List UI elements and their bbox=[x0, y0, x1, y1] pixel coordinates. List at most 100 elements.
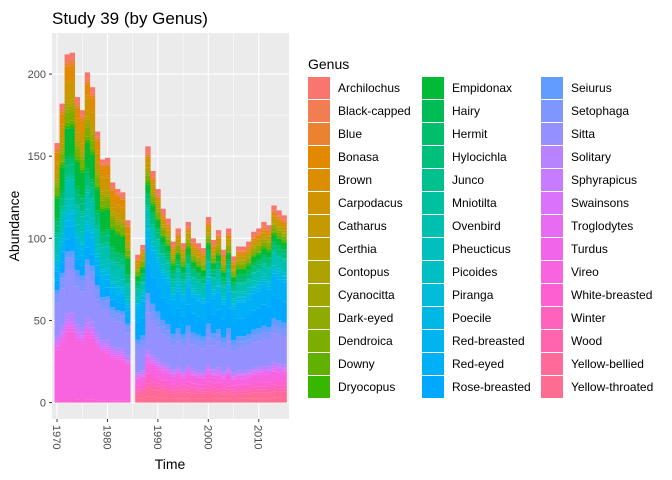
layer-hermit-1999 bbox=[200, 277, 207, 280]
layer-empidonax-1999 bbox=[200, 270, 207, 277]
layer-brown-1982 bbox=[115, 204, 121, 207]
layer-dryocopus-1995 bbox=[180, 265, 186, 267]
layer-sitta-2009 bbox=[251, 342, 257, 368]
layer-seiurus-1984 bbox=[125, 323, 131, 327]
layer-sphyrapicus-1995 bbox=[180, 372, 186, 374]
layer-solitary-1973 bbox=[69, 312, 75, 319]
layer-troglodytes-1998 bbox=[195, 375, 202, 377]
layer-sphyrapicus-1976 bbox=[84, 323, 91, 327]
layer-solitary-2005 bbox=[231, 372, 237, 376]
layer-mniotilta-1982 bbox=[115, 264, 121, 267]
layer-sphyrapicus-2003 bbox=[220, 373, 227, 376]
layer-picoides-1998 bbox=[195, 291, 202, 295]
layer-contopus-2006 bbox=[236, 260, 242, 262]
layer-red-eyed-1988 bbox=[145, 238, 151, 264]
layer-yellow-throated-1993 bbox=[170, 398, 176, 403]
layer-junco-1986 bbox=[135, 288, 141, 290]
layer-brown-1992 bbox=[165, 227, 171, 230]
layer-wood-2006 bbox=[236, 391, 242, 394]
layer-blue-2005 bbox=[231, 261, 237, 263]
layer-rose-breasted-2000 bbox=[205, 302, 212, 324]
layer-bonasa-2007 bbox=[241, 252, 247, 255]
layer-turdus-2012 bbox=[266, 373, 272, 375]
layer-dryocopus-2010 bbox=[256, 252, 262, 255]
layer-rose-breasted-1977 bbox=[89, 254, 96, 266]
layer-empidonax-1980 bbox=[104, 209, 111, 230]
layer-dryocopus-1978 bbox=[94, 186, 101, 190]
layer-dark-eyed-1995 bbox=[180, 260, 186, 262]
layer-archilochus-2008 bbox=[246, 241, 252, 246]
layer-dark-eyed-2012 bbox=[266, 244, 272, 246]
layer-red-breasted-2004 bbox=[225, 288, 232, 292]
layer-swainsons-2007 bbox=[241, 374, 247, 376]
layer-vireo-1981 bbox=[109, 357, 116, 401]
layer-hylocichla-1976 bbox=[84, 177, 91, 187]
layer-black-capped-1993 bbox=[170, 245, 176, 247]
layer-certhia-1995 bbox=[180, 256, 186, 258]
layer-piranga-2009 bbox=[251, 286, 257, 288]
layer-solitary-1984 bbox=[125, 355, 131, 360]
legend-key-bonasa bbox=[308, 146, 330, 168]
layer-hermit-1979 bbox=[99, 232, 106, 237]
layer-empidonax-1991 bbox=[160, 237, 166, 244]
layer-red-eyed-1972 bbox=[64, 226, 70, 240]
layer-contopus-2011 bbox=[261, 238, 267, 240]
layer-hairy-2004 bbox=[225, 259, 232, 262]
layer-junco-1972 bbox=[64, 174, 70, 178]
layer-catharus-1979 bbox=[99, 187, 106, 192]
layer-yellow-bellied-1995 bbox=[180, 393, 186, 399]
layer-archilochus-1978 bbox=[94, 131, 101, 137]
legend-key-red-breasted bbox=[422, 330, 444, 352]
layer-dryocopus-1972 bbox=[64, 125, 70, 129]
layer-hermit-1991 bbox=[160, 245, 166, 249]
layer-mniotilta-1996 bbox=[185, 264, 191, 267]
layer-poecile-1982 bbox=[115, 287, 121, 292]
layer-poecile-2007 bbox=[241, 297, 247, 301]
layer-red-breasted-1970 bbox=[54, 267, 60, 272]
layer-junco-1982 bbox=[115, 262, 121, 265]
layer-blue-1984 bbox=[125, 225, 131, 227]
layer-turdus-2005 bbox=[231, 378, 237, 380]
layer-pheucticus-1994 bbox=[175, 278, 181, 282]
layer-brown-2011 bbox=[261, 230, 267, 233]
layer-red-breasted-2007 bbox=[241, 300, 247, 303]
layer-ovenbird-1970 bbox=[54, 237, 60, 251]
layer-blue-1975 bbox=[79, 117, 86, 121]
layer-archilochus-1972 bbox=[64, 54, 70, 61]
layer-dendroica-2003 bbox=[220, 267, 227, 270]
legend-label-wood: Wood bbox=[571, 334, 602, 348]
layer-hermit-2004 bbox=[225, 261, 232, 265]
layer-carpodacus-1983 bbox=[120, 209, 126, 217]
layer-solitary-2002 bbox=[215, 367, 222, 371]
layer-black-capped-1977 bbox=[89, 92, 96, 96]
layer-mniotilta-1993 bbox=[170, 279, 176, 282]
layer-troglodytes-2000 bbox=[205, 370, 212, 373]
layer-piranga-2011 bbox=[261, 279, 267, 282]
layer-mniotilta-2003 bbox=[220, 286, 227, 288]
layer-dendroica-1984 bbox=[125, 250, 131, 256]
layer-contopus-1995 bbox=[180, 257, 186, 259]
layer-red-breasted-1977 bbox=[89, 237, 96, 244]
layer-wood-2014 bbox=[276, 388, 282, 392]
layer-junco-1973 bbox=[69, 173, 75, 177]
layer-certhia-1989 bbox=[150, 189, 156, 192]
layer-turdus-1997 bbox=[190, 375, 197, 377]
layer-junco-2006 bbox=[236, 282, 242, 284]
layer-hylocichla-1977 bbox=[89, 187, 96, 197]
layer-brown-1971 bbox=[59, 124, 65, 128]
layer-white-breasted-2009 bbox=[251, 382, 257, 388]
layer-rose-breasted-2004 bbox=[225, 308, 232, 329]
layer-cyanocitta-1989 bbox=[150, 193, 156, 196]
layer-red-eyed-1992 bbox=[165, 284, 171, 304]
layer-catharus-2008 bbox=[246, 252, 252, 255]
layer-troglodytes-1989 bbox=[150, 362, 156, 365]
layer-mniotilta-1976 bbox=[84, 189, 91, 193]
layer-junco-1978 bbox=[94, 225, 101, 228]
layer-ovenbird-2015 bbox=[281, 261, 287, 270]
layer-wood-2000 bbox=[205, 388, 212, 392]
layer-winter-2012 bbox=[266, 386, 272, 390]
layer-empidonax-2002 bbox=[215, 255, 222, 262]
layer-red-eyed-2005 bbox=[231, 309, 237, 324]
layer-archilochus-1975 bbox=[79, 110, 86, 116]
layer-swainsons-1998 bbox=[195, 373, 202, 376]
